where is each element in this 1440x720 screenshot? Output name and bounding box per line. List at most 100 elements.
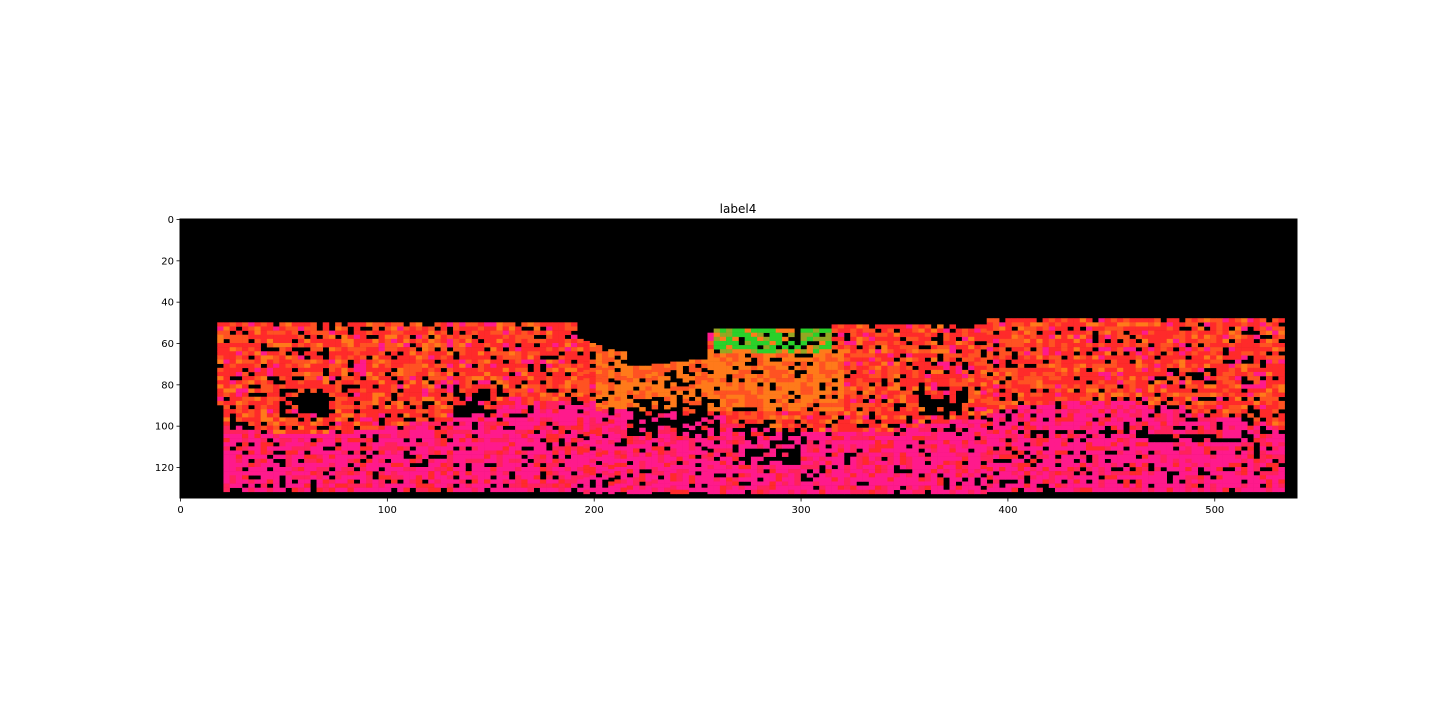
heatmap-cell <box>899 349 907 354</box>
heatmap-cell <box>626 378 634 383</box>
heatmap-cell <box>1154 359 1161 364</box>
heatmap-cell <box>564 421 572 426</box>
heatmap-cell <box>906 448 913 453</box>
heatmap-cell <box>1005 454 1012 460</box>
heatmap-cell <box>285 462 292 468</box>
heatmap-cell <box>521 338 528 344</box>
heatmap-cell <box>831 489 839 495</box>
heatmap-cell <box>701 371 708 377</box>
heatmap-cell <box>775 402 783 408</box>
heatmap-cell <box>968 485 975 491</box>
heatmap-cell <box>335 458 342 464</box>
heatmap-cell <box>1011 471 1019 476</box>
heatmap-cell <box>992 405 1000 410</box>
heatmap-cell <box>968 460 975 466</box>
heatmap-cell <box>595 407 603 412</box>
heatmap-cell <box>1123 392 1130 398</box>
heatmap-cell <box>459 380 466 385</box>
heatmap-cell <box>1017 475 1025 480</box>
heatmap-cell <box>775 361 783 367</box>
heatmap-cell <box>781 464 789 470</box>
heatmap-cell <box>986 421 994 426</box>
heatmap-cell <box>1005 334 1012 340</box>
heatmap-cell <box>875 394 882 400</box>
heatmap-cell <box>359 405 367 410</box>
heatmap-cell <box>372 458 379 464</box>
heatmap-cell <box>664 405 671 410</box>
heatmap-cell <box>1011 413 1019 418</box>
heatmap-cell <box>273 363 280 369</box>
heatmap-cell <box>955 477 963 482</box>
heatmap-cell <box>744 485 752 491</box>
heatmap-cell <box>242 338 249 344</box>
heatmap-cell <box>347 446 355 451</box>
heatmap-cell <box>701 388 708 393</box>
heatmap-cell <box>521 376 528 381</box>
heatmap-cell <box>359 471 367 476</box>
heatmap-cell <box>564 446 572 451</box>
heatmap-cell <box>304 359 311 364</box>
heatmap-cell <box>670 398 677 404</box>
heatmap-cell <box>887 431 894 437</box>
heatmap-cell <box>701 458 708 464</box>
heatmap-cell <box>713 469 721 474</box>
heatmap-cell <box>999 462 1006 468</box>
heatmap-cell <box>533 322 541 327</box>
heatmap-cell <box>682 407 690 412</box>
heatmap-cell <box>868 390 876 395</box>
heatmap-cell <box>1110 347 1118 352</box>
heatmap-cell <box>856 489 863 495</box>
heatmap-cell <box>1048 413 1056 418</box>
heatmap-cell <box>440 371 448 377</box>
heatmap-cell <box>899 436 907 441</box>
heatmap-cell <box>1098 355 1105 360</box>
heatmap-cell <box>794 407 801 412</box>
heatmap-cell <box>546 351 553 356</box>
heatmap-cell <box>875 340 882 346</box>
heatmap-cell <box>521 471 528 476</box>
heatmap-cell <box>980 436 988 441</box>
heatmap-cell <box>912 398 919 404</box>
heatmap-cell <box>316 458 324 464</box>
heatmap-cell <box>999 467 1006 472</box>
heatmap-cell <box>1061 438 1068 443</box>
heatmap-cell <box>1048 475 1056 480</box>
heatmap-cell <box>422 326 429 331</box>
heatmap-cell <box>781 481 789 486</box>
heatmap-cell <box>570 467 578 472</box>
heatmap-cell <box>434 429 441 435</box>
heatmap-cell <box>446 467 454 472</box>
heatmap-cell <box>366 388 373 393</box>
heatmap-cell <box>601 355 609 360</box>
heatmap-cell <box>316 429 324 435</box>
heatmap-cell <box>1030 334 1037 340</box>
heatmap-cell <box>1017 359 1025 364</box>
heatmap-cell <box>260 475 268 480</box>
heatmap-cell <box>769 394 777 400</box>
heatmap-cell <box>986 462 994 468</box>
heatmap-cell <box>695 376 702 381</box>
heatmap-cell <box>546 380 553 385</box>
heatmap-cell <box>254 355 261 360</box>
heatmap-cell <box>856 452 863 457</box>
heatmap-cell <box>651 462 659 468</box>
heatmap-cell <box>750 390 758 395</box>
heatmap-cell <box>657 487 665 493</box>
heatmap-cell <box>937 485 944 491</box>
heatmap-cell <box>291 462 299 468</box>
heatmap-cell <box>850 477 857 482</box>
heatmap-cell <box>955 378 963 383</box>
heatmap-cell <box>1141 322 1149 327</box>
heatmap-cell <box>515 421 522 426</box>
heatmap-cell <box>322 483 330 488</box>
heatmap-cell <box>608 365 615 371</box>
heatmap-cell <box>992 322 1000 327</box>
heatmap-cell <box>217 347 224 352</box>
heatmap-cell <box>397 467 404 472</box>
heatmap-cell <box>273 388 280 393</box>
heatmap-cell <box>626 448 634 453</box>
heatmap-cell <box>471 417 479 422</box>
heatmap-cell <box>1017 322 1025 327</box>
heatmap-cell <box>328 384 336 389</box>
heatmap-cell <box>906 328 913 333</box>
